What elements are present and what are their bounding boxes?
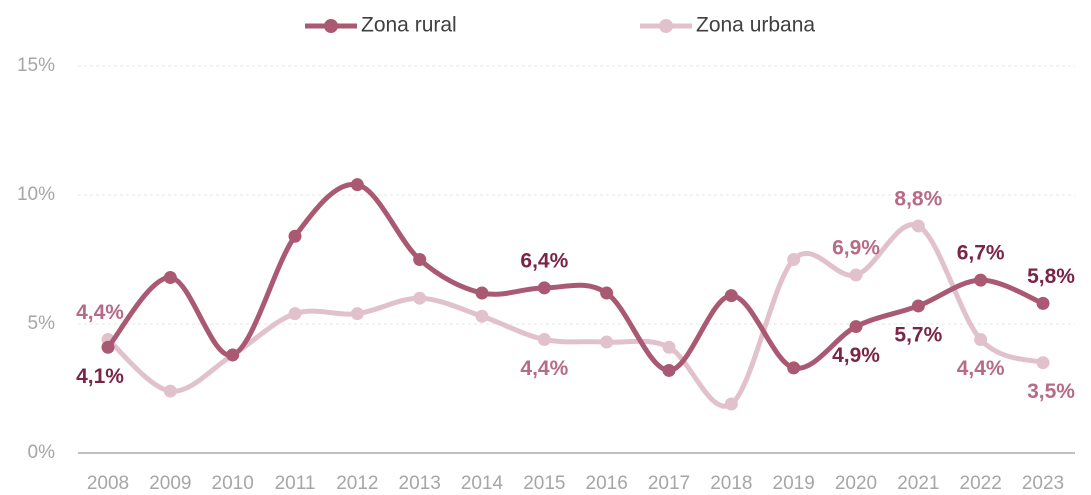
legend-marker (659, 19, 673, 33)
x-tick-label: 2009 (149, 473, 191, 494)
point (350, 178, 364, 192)
point (662, 340, 676, 354)
point (1036, 356, 1050, 370)
legend-label: Zona rural (361, 14, 457, 37)
y-tick-label: 0% (28, 442, 56, 463)
x-tick-label: 2017 (648, 473, 690, 494)
x-tick-label: 2019 (773, 473, 815, 494)
point (226, 348, 240, 362)
point (288, 229, 302, 243)
data-label: 4,9% (832, 344, 880, 367)
x-tick-label: 2022 (960, 473, 1002, 494)
point (849, 320, 863, 334)
point (475, 309, 489, 323)
x-tick-label: 2023 (1022, 473, 1064, 494)
point (350, 307, 364, 321)
legend-label: Zona urbana (696, 14, 815, 37)
point (537, 332, 551, 346)
point (413, 291, 427, 305)
point (974, 273, 988, 287)
point (600, 286, 614, 300)
point (724, 289, 738, 303)
data-label: 3,5% (1027, 380, 1075, 403)
point (911, 299, 925, 313)
data-label: 6,7% (957, 242, 1005, 265)
point (537, 281, 551, 295)
data-label: 5,7% (894, 323, 942, 346)
point (163, 384, 177, 398)
x-tick-label: 2014 (461, 473, 504, 494)
data-label: 4,1% (76, 365, 124, 388)
x-tick-label: 2016 (586, 473, 628, 494)
series-line (106, 181, 1044, 373)
y-tick-label: 5% (28, 313, 56, 334)
x-tick-label: 2010 (212, 473, 254, 494)
data-label: 6,4% (520, 249, 568, 272)
y-tick-label: 15% (17, 55, 55, 76)
point (787, 361, 801, 375)
legend-marker (324, 19, 338, 33)
data-label: 5,8% (1027, 265, 1075, 288)
x-tick-label: 2011 (275, 473, 316, 494)
x-tick-label: 2020 (835, 473, 877, 494)
point (662, 363, 676, 377)
y-tick-label: 10% (17, 184, 55, 205)
x-tick-label: 2013 (399, 473, 441, 494)
series-line (106, 222, 1044, 409)
data-label: 4,4% (520, 357, 568, 380)
point (1036, 296, 1050, 310)
x-tick-label: 2018 (710, 473, 752, 494)
data-label: 8,8% (894, 188, 942, 211)
point (911, 219, 925, 233)
x-tick-label: 2012 (336, 473, 378, 494)
x-tick-label: 2021 (897, 473, 939, 494)
point (974, 332, 988, 346)
point (101, 340, 115, 354)
point (849, 268, 863, 282)
point (600, 335, 614, 349)
data-label: 4,4% (957, 357, 1005, 380)
point (724, 397, 738, 411)
x-tick-label: 2015 (523, 473, 565, 494)
point (288, 307, 302, 321)
x-tick-label: 2008 (87, 473, 129, 494)
data-label: 4,4% (76, 301, 124, 324)
point (787, 253, 801, 266)
point (413, 253, 427, 266)
data-label: 6,9% (832, 237, 880, 260)
point (163, 271, 177, 285)
point (475, 286, 489, 300)
